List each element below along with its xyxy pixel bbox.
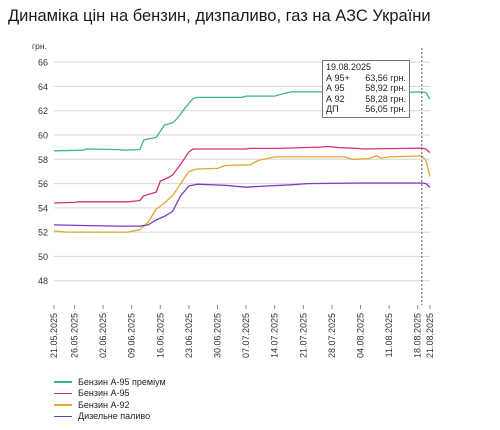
y-tick-label: 50 (38, 252, 48, 262)
series-line-1[interactable] (53, 145, 431, 204)
x-tick-label: 14.07.2025 (270, 313, 280, 358)
legend-label: Бензин А-95 (78, 388, 130, 399)
x-tick-label: 30.06.2025 (212, 313, 222, 358)
x-tick-label: 04.08.2025 (356, 313, 366, 358)
legend-swatch (54, 404, 72, 406)
legend-label: Бензин А-95 преміум (78, 376, 166, 387)
x-tick-label: 16.06.2025 (155, 313, 165, 358)
y-tick-label: 66 (38, 58, 48, 68)
legend-swatch (54, 392, 72, 394)
x-tick-label: 21.07.2025 (298, 313, 308, 358)
tooltip-value: 63,56 грн. (365, 72, 406, 83)
y-tick-label: 54 (38, 203, 48, 213)
legend-item-a95[interactable]: Бензин А-95 (54, 388, 166, 400)
x-tick-label: 21.05.2025 (49, 313, 59, 358)
x-tick-label: 21.08.2025 (425, 313, 435, 358)
x-tick-label: 02.06.2025 (98, 313, 108, 358)
chart-title: Динаміка цін на бензин, дизпаливо, газ н… (8, 7, 431, 25)
tooltip-label: ДП (326, 104, 339, 114)
legend-label: Бензин А-92 (78, 399, 130, 410)
y-axis-unit-label: грн. (32, 41, 47, 51)
y-tick-label: 60 (38, 131, 48, 141)
tooltip-row-a95plus: А 95+ 63,56 грн. (326, 73, 406, 84)
legend-item-diesel[interactable]: Дизельне паливо (54, 411, 166, 423)
legend-label: Дизельне паливо (78, 411, 151, 422)
tooltip-row-a95: А 95 58,92 грн. (326, 83, 406, 94)
x-axis-ticks: 21.05.2025 26.05.2025 02.06.2025 09.06.2025… (49, 305, 435, 358)
tooltip-label: А 92 (326, 93, 345, 104)
grid-lines (54, 61, 430, 282)
x-tick-label: 23.06.2025 (184, 313, 194, 358)
tooltip-value: 58,28 грн. (365, 93, 406, 104)
y-tick-label: 52 (38, 228, 48, 238)
x-tick-label: 09.06.2025 (127, 313, 137, 358)
series-line-2[interactable] (53, 154, 431, 233)
tooltip-label: А 95+ (326, 72, 350, 83)
tooltip-value: 56,05 грн. (365, 104, 406, 114)
tooltip-row-dp: ДП 56,05 грн. (326, 104, 406, 115)
y-tick-label: 48 (38, 276, 48, 286)
y-tick-label: 58 (38, 155, 48, 165)
x-tick-label: 28.07.2025 (327, 313, 337, 358)
x-tick-label: 26.05.2025 (69, 313, 79, 358)
x-tick-label: 11.08.2025 (384, 313, 394, 357)
tooltip-date: 19.08.2025 (326, 62, 372, 72)
y-tick-label: 64 (38, 82, 48, 92)
tooltip-row-a92: А 92 58,28 грн. (326, 94, 406, 105)
chart-legend: Бензин А-95 преміум Бензин А-95 Бензин А… (54, 376, 166, 422)
legend-item-a95-premium[interactable]: Бензин А-95 преміум (54, 376, 166, 388)
x-tick-label: 18.08.2025 (413, 313, 423, 358)
y-tick-label: 62 (38, 106, 48, 116)
legend-item-a92[interactable]: Бензин А-92 (54, 399, 166, 411)
legend-swatch (54, 415, 72, 417)
hover-tooltip: 19.08.2025 А 95+ 63,56 грн. А 95 58,92 г… (322, 60, 410, 118)
tooltip-label: А 95 (326, 83, 345, 93)
y-tick-label: 56 (38, 179, 48, 189)
y-axis-ticks: 48 50 52 54 56 58 60 62 64 66 (38, 58, 48, 287)
x-tick-label: 07.07.2025 (241, 313, 251, 358)
legend-swatch (54, 381, 72, 383)
series-line-3[interactable] (53, 182, 431, 227)
tooltip-value: 58,92 грн. (365, 83, 406, 93)
